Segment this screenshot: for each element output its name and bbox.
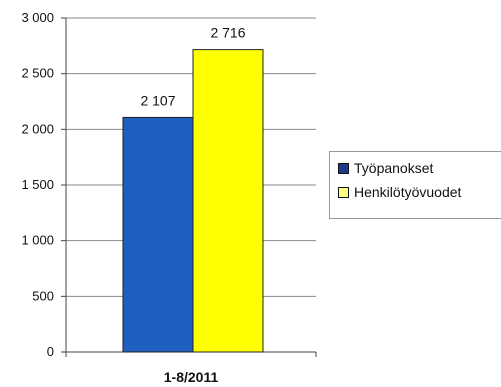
- y-tick-label-0: 0: [47, 344, 54, 359]
- labels: 0 500 1 000 1 500 2 000 2 500 3 000 2 107 2 716 1…: [21, 10, 245, 385]
- bar-series-2-0: [192, 49, 264, 353]
- y-tick-label-5: 2 500: [21, 66, 54, 81]
- bars: [122, 49, 264, 353]
- bar-series-1-0: [122, 116, 194, 353]
- y-tick-label-2: 1 000: [21, 233, 54, 248]
- legend-item-series-2: Henkilötyövuodet: [338, 184, 501, 200]
- legend-swatch-series-1: [338, 162, 349, 174]
- y-tick-label-6: 3 000: [21, 10, 54, 25]
- data-label-series-2-0: 2 716: [210, 25, 245, 41]
- data-label-series-1-0: 2 107: [140, 92, 175, 108]
- legend-label-series-2: Henkilötyövuodet: [354, 184, 462, 200]
- legend-swatch-series-2: [338, 186, 349, 198]
- y-tick-label-3: 1 500: [21, 177, 54, 192]
- x-category-label-0: 1-8/2011: [164, 369, 219, 385]
- legend: Työpanokset Henkilötyövuodet: [329, 151, 501, 219]
- legend-label-series-1: Työpanokset: [354, 160, 434, 176]
- y-tick-label-1: 500: [32, 288, 54, 303]
- y-tick-label-4: 2 000: [21, 121, 54, 136]
- legend-item-series-1: Työpanokset: [338, 160, 501, 176]
